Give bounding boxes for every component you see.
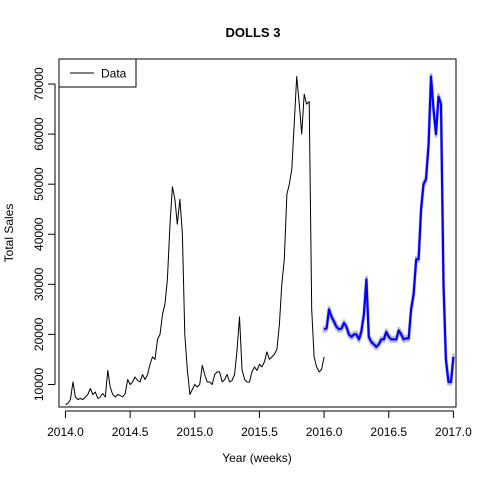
series-layer (65, 75, 455, 405)
y-tick-label: 70000 (32, 67, 46, 101)
y-axis-label: Total Sales (2, 204, 16, 263)
x-tick-label: 2015.0 (176, 425, 213, 439)
y-tick-label: 20000 (32, 317, 46, 351)
y-tick-label: 30000 (32, 267, 46, 301)
x-tick-label: 2016.5 (370, 425, 407, 439)
x-tick-label: 2014.0 (47, 425, 84, 439)
y-tick-label: 10000 (32, 367, 46, 401)
plot-frame (58, 58, 457, 408)
x-axis-label: Year (weeks) (222, 451, 292, 465)
chart-title: DOLLS 3 (226, 25, 281, 40)
x-tick-label: 2015.5 (241, 425, 278, 439)
x-tick-label: 2014.5 (112, 425, 149, 439)
x-tick-label: 2016.0 (306, 425, 343, 439)
series-0-line (65, 76, 325, 405)
y-tick-label: 60000 (32, 117, 46, 151)
series-1-line (323, 75, 455, 384)
y-tick-label: 50000 (32, 167, 46, 201)
x-tick-label: 2017.0 (435, 425, 472, 439)
x-axis: 2014.0 2014.5 2015.0 2015.5 2016.0 2016.5 2017… (47, 410, 472, 439)
legend: Data (58, 58, 137, 88)
legend-label: Data (101, 67, 127, 81)
y-tick-label: 40000 (32, 217, 46, 251)
y-axis: 10000 20000 30000 40000 50000 60000 70000 (32, 67, 56, 401)
